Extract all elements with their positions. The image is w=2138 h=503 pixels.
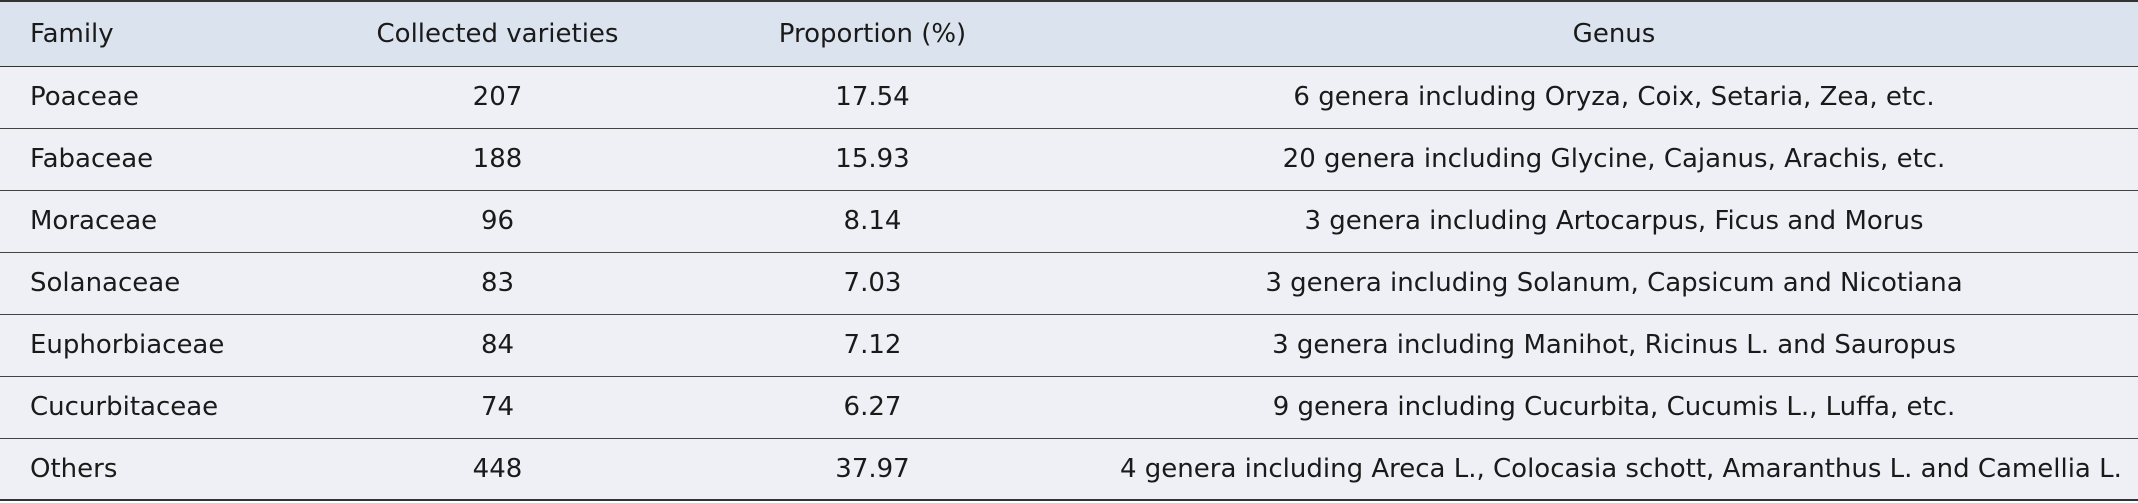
table-cell: 17.54 xyxy=(835,82,910,112)
table-cell: 4 genera including Areca L., Colocasia s… xyxy=(1120,453,2122,484)
table-cell: 15.93 xyxy=(835,144,910,174)
table-cell: 6 genera including Oryza, Coix, Setaria,… xyxy=(1293,82,1935,112)
table-cell: Moraceae xyxy=(30,206,158,236)
table-cell: 7.03 xyxy=(843,268,902,298)
table-row: Euphorbiaceae 84 7.12 3 genera including Ma… xyxy=(0,314,2138,376)
table-cell: 7.12 xyxy=(843,330,902,360)
table-row: Cucurbitaceae 74 6.27 9 genera including Cu… xyxy=(0,376,2138,438)
table-cell: Cucurbitaceae xyxy=(30,392,219,422)
table-cell: 448 xyxy=(472,453,523,484)
table-cell: 9 genera including Cucurbita, Cucumis L.… xyxy=(1272,392,1956,422)
header-cell: Collected varieties xyxy=(376,18,619,49)
table-cell: Others xyxy=(30,453,118,484)
table-header: Family Collected varieties Proportion (%) G… xyxy=(0,1,2138,66)
table-cell: 188 xyxy=(472,144,523,174)
table-cell: 3 genera including Artocarpus, Ficus and… xyxy=(1304,206,1924,236)
header-cell: Family xyxy=(30,18,114,49)
table-cell: Solanaceae xyxy=(30,268,181,298)
table-cell: 74 xyxy=(480,392,515,422)
table-cell: 8.14 xyxy=(843,206,902,236)
table-cell: 3 genera including Solanum, Capsicum and… xyxy=(1265,268,1963,298)
table-row: Others 448 37.97 4 genera including Areca L… xyxy=(0,438,2138,500)
table-row: Fabaceae 188 15.93 20 genera including Glyc… xyxy=(0,128,2138,190)
table-cell: 3 genera including Manihot, Ricinus L. a… xyxy=(1272,330,1956,360)
table-row: Poaceae 207 17.54 6 genera including Oryza,… xyxy=(0,66,2138,128)
table-cell: 83 xyxy=(480,268,515,298)
table-row: Solanaceae 83 7.03 3 genera including Solan… xyxy=(0,252,2138,314)
table-cell: 6.27 xyxy=(843,392,902,422)
table-cell: 20 genera including Glycine, Cajanus, Ar… xyxy=(1282,144,1946,174)
table-cell: 37.97 xyxy=(835,453,910,484)
header-cell: Genus xyxy=(1572,18,1656,49)
table-cell: Poaceae xyxy=(30,82,139,112)
table-cell: 96 xyxy=(480,206,515,236)
table-cell: 84 xyxy=(480,330,515,360)
header-cell: Proportion (%) xyxy=(778,18,967,49)
table-cell: Fabaceae xyxy=(30,144,154,174)
table-body: Poaceae 207 17.54 6 genera including Oryza,… xyxy=(0,66,2138,500)
table-cell: 207 xyxy=(472,82,523,112)
header-row: Family Collected varieties Proportion (%) G… xyxy=(0,1,2138,66)
table-row: Moraceae 96 8.14 3 genera including Artocar… xyxy=(0,190,2138,252)
table-cell: Euphorbiaceae xyxy=(30,330,225,360)
